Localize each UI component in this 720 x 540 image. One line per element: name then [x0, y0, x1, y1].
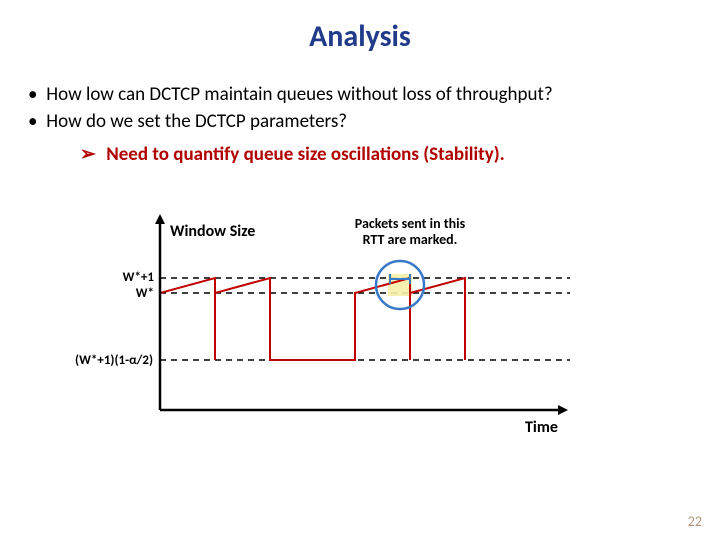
marked-line1: Packets sent in this: [355, 215, 465, 232]
bullet-list: • How low can DCTCP maintain queues with…: [28, 83, 720, 133]
marked-packets-label: Packets sent in this RTT are marked.: [330, 216, 490, 248]
bullet-item: • How low can DCTCP maintain queues with…: [28, 83, 720, 106]
y-tick-label: W*: [112, 286, 154, 301]
bullet-item: • How do we set the DCTCP parameters?: [28, 110, 720, 133]
window-size-chart: Window Size W*+1 W* (W*+1)(1-α/2) Packet…: [100, 210, 620, 450]
need-line: ➢ Need to quantify queue size oscillatio…: [80, 143, 720, 166]
bullet-text: How low can DCTCP maintain queues withou…: [46, 83, 552, 106]
triangle-bullet-icon: ➢: [80, 143, 96, 166]
marked-line2: RTT are marked.: [363, 231, 458, 248]
x-axis-label: Time: [525, 418, 558, 437]
page-number: 22: [688, 513, 702, 530]
bullet-dot-icon: •: [28, 110, 42, 133]
bullet-text: How do we set the DCTCP parameters?: [46, 110, 347, 133]
bullet-dot-icon: •: [28, 83, 42, 106]
y-axis-label: Window Size: [170, 222, 255, 241]
slide-title: Analysis: [0, 0, 720, 55]
y-tick-label: W*+1: [112, 270, 154, 285]
y-tick-label: (W*+1)(1-α/2): [45, 353, 153, 368]
need-text: Need to quantify queue size oscillations…: [106, 143, 505, 166]
